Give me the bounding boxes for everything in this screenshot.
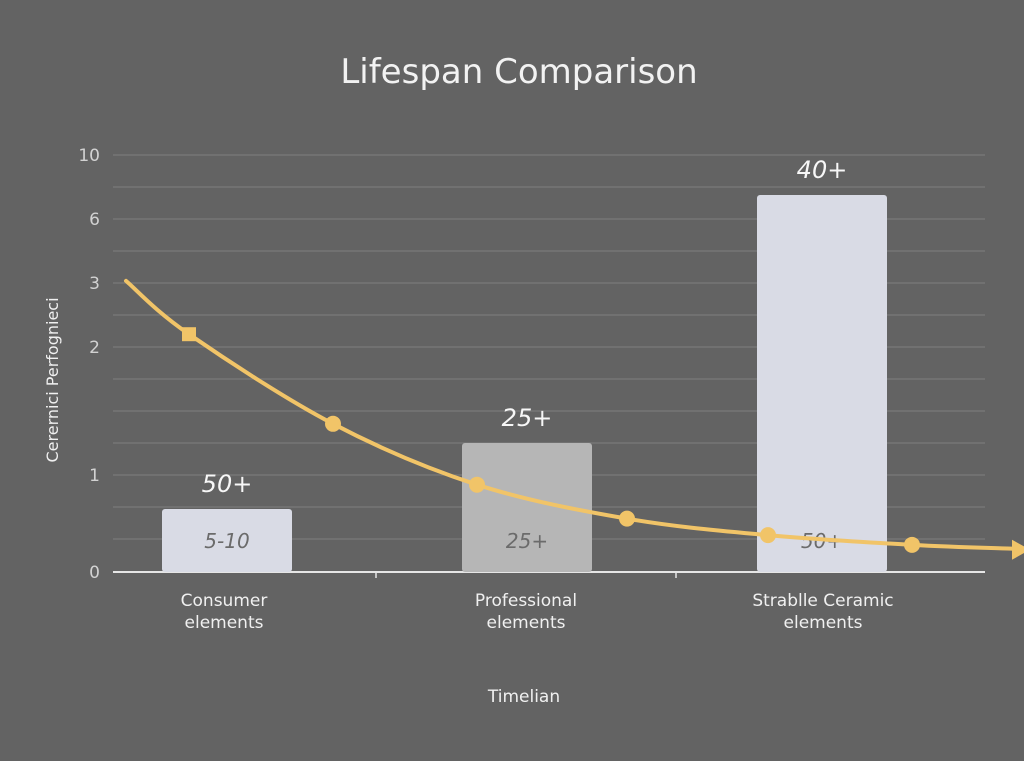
category-label: Strablle Ceramic (752, 591, 893, 611)
trend-arrowhead (1012, 539, 1024, 560)
y-axis-label: Cerernici Perfognieci (43, 297, 62, 462)
y-tick-label: 2 (89, 338, 100, 358)
y-tick-label: 0 (89, 563, 100, 583)
bar (462, 443, 592, 572)
trend-line (124, 278, 1016, 551)
trend-line-group (124, 278, 1024, 560)
bar-value-label: 40+ (797, 156, 848, 184)
y-tick-label: 6 (89, 210, 100, 230)
y-tick-labels: 0 1 2 3 6 10 (78, 146, 100, 583)
bar-value-label: 50+ (202, 470, 253, 498)
trend-point (325, 415, 341, 432)
category-label: Consumer (181, 591, 268, 611)
category-labels: ConsumerelementsProfessionalelementsStra… (181, 591, 894, 633)
y-tick-label: 10 (78, 146, 100, 166)
chart-title: Lifespan Comparison (340, 52, 697, 92)
trend-point (469, 476, 485, 493)
category-label: Professional (475, 591, 577, 611)
trend-point (619, 510, 635, 527)
y-tick-label: 3 (89, 274, 100, 294)
bar-inner-label: 25+ (506, 529, 548, 553)
bar (162, 508, 292, 572)
trend-point (904, 536, 920, 553)
category-label: elements (185, 613, 264, 633)
trend-point (760, 527, 776, 544)
category-label: elements (487, 613, 566, 633)
bar-inner-label: 5-10 (204, 529, 249, 553)
x-axis-label: Timelian (487, 687, 560, 707)
trend-point (182, 327, 196, 342)
y-tick-label: 1 (89, 466, 100, 486)
category-label: elements (784, 613, 863, 633)
bar (757, 195, 887, 572)
bar-value-label: 25+ (502, 404, 553, 432)
